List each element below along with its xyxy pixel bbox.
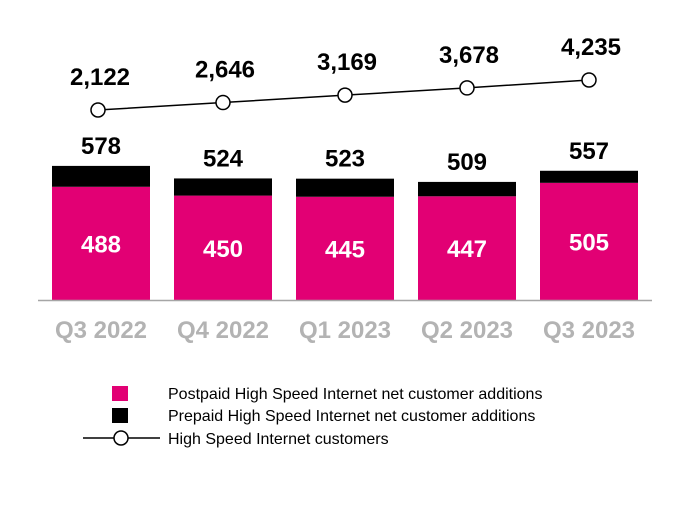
x-tick-label: Q1 2023 <box>299 317 391 344</box>
line-point <box>337 87 353 103</box>
total-data-label: 524 <box>203 145 244 172</box>
bar-prepaid <box>174 178 272 196</box>
labels-group: 488 578 Q3 2022 450 524 Q4 2022 445 523 Q1 2023 4… <box>55 34 635 344</box>
bar-prepaid <box>540 170 638 183</box>
bar-postpaid <box>296 196 394 300</box>
postpaid-data-label: 450 <box>203 236 243 263</box>
line-data-label: 2,646 <box>195 57 255 84</box>
bar-postpaid <box>52 186 150 300</box>
bar-prepaid <box>52 165 150 187</box>
line-point <box>90 102 106 118</box>
legend-label-line: High Speed Internet customers <box>168 431 389 448</box>
bar-prepaid <box>418 181 516 197</box>
postpaid-data-label: 445 <box>325 236 365 263</box>
total-data-label: 578 <box>81 133 121 160</box>
legend-label-prepaid: Prepaid High Speed Internet net customer… <box>168 408 535 425</box>
total-data-label: 557 <box>569 138 609 165</box>
bar-postpaid <box>418 196 516 300</box>
x-tick-label: Q4 2022 <box>177 317 269 344</box>
legend-swatch-postpaid <box>112 386 128 401</box>
legend: Postpaid High Speed Internet net custome… <box>83 386 542 448</box>
line-point <box>215 94 231 111</box>
x-tick-label: Q3 2022 <box>55 317 147 344</box>
line-data-label: 3,169 <box>317 49 377 76</box>
line-point <box>581 72 597 88</box>
line-point <box>459 80 475 96</box>
total-data-label: 523 <box>325 146 365 173</box>
line-series-group <box>90 72 597 118</box>
legend-swatch-prepaid <box>112 408 128 423</box>
postpaid-data-label: 505 <box>569 229 609 256</box>
bar-postpaid <box>540 182 638 300</box>
bar-prepaid <box>296 178 394 197</box>
bars-group <box>52 165 638 300</box>
total-data-label: 509 <box>447 149 487 176</box>
bar-postpaid <box>174 195 272 300</box>
line-data-label: 2,122 <box>70 64 130 91</box>
postpaid-data-label: 447 <box>447 236 487 263</box>
legend-label-postpaid: Postpaid High Speed Internet net custome… <box>168 386 542 403</box>
line-data-label: 3,678 <box>439 42 499 69</box>
postpaid-data-label: 488 <box>81 231 121 258</box>
line-data-label: 4,235 <box>561 34 621 61</box>
x-tick-label: Q3 2023 <box>543 317 635 344</box>
x-tick-label: Q2 2023 <box>421 317 513 344</box>
legend-line-marker <box>113 430 129 446</box>
